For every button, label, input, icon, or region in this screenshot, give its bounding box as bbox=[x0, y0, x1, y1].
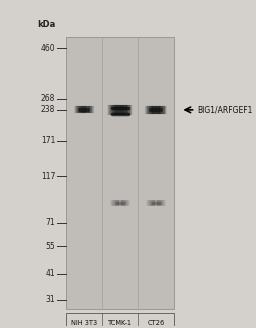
Text: 55: 55 bbox=[46, 242, 55, 251]
Text: 460: 460 bbox=[41, 44, 55, 53]
Text: 41: 41 bbox=[46, 269, 55, 278]
Bar bbox=[66, 313, 174, 328]
Text: 117: 117 bbox=[41, 172, 55, 180]
Text: 238: 238 bbox=[41, 105, 55, 114]
Text: 31: 31 bbox=[46, 295, 55, 304]
Text: 71: 71 bbox=[46, 218, 55, 227]
Text: TCMK-1: TCMK-1 bbox=[108, 320, 132, 326]
Text: CT26: CT26 bbox=[147, 320, 165, 326]
Text: kDa: kDa bbox=[37, 20, 55, 29]
Bar bbox=[66, 37, 174, 309]
Text: 171: 171 bbox=[41, 136, 55, 145]
Text: NIH 3T3: NIH 3T3 bbox=[71, 320, 97, 326]
Text: BIG1/ARFGEF1: BIG1/ARFGEF1 bbox=[198, 105, 253, 114]
Text: 268: 268 bbox=[41, 94, 55, 103]
